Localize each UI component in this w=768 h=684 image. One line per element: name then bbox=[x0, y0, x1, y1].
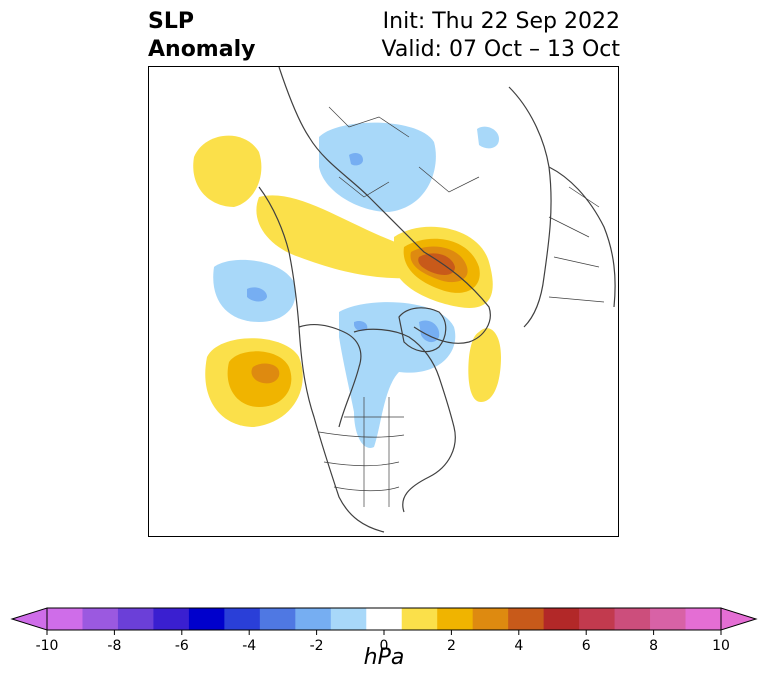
negative-anomaly-area bbox=[354, 320, 368, 332]
colorbar-tick-label: 6 bbox=[582, 638, 591, 654]
colorbar-segment bbox=[579, 608, 616, 630]
colorbar-segment bbox=[650, 608, 687, 630]
colorbar-tick-label: -4 bbox=[242, 638, 256, 654]
positive-anomaly-area bbox=[251, 363, 280, 384]
state-borders bbox=[344, 397, 404, 507]
colorbar-segment bbox=[259, 608, 296, 630]
coastline bbox=[548, 166, 616, 308]
greenland-coast bbox=[398, 307, 447, 353]
country-borders bbox=[328, 106, 480, 198]
colorbar-segment bbox=[153, 608, 190, 630]
colorbar-segment bbox=[82, 608, 119, 630]
map-title: SLP Anomaly bbox=[148, 8, 255, 64]
positive-anomaly-area bbox=[256, 195, 440, 279]
coastlines bbox=[258, 67, 616, 533]
state-borders bbox=[318, 431, 405, 492]
colorbar-segment bbox=[543, 608, 580, 630]
colorbar-tick-label: 10 bbox=[712, 638, 730, 654]
colorbar-extend-low bbox=[10, 607, 48, 631]
colorbar-extend-high bbox=[720, 607, 758, 631]
colorbar-segment bbox=[224, 608, 261, 630]
negative-anomaly-area bbox=[247, 287, 267, 302]
colorbar-segment bbox=[47, 608, 83, 630]
title-slp: SLP bbox=[148, 9, 194, 34]
positive-anomaly-area bbox=[418, 253, 455, 275]
colorbar-segment bbox=[401, 608, 438, 630]
colorbar-segment bbox=[188, 608, 225, 630]
negative-anomaly-area bbox=[319, 122, 436, 212]
coastline bbox=[258, 186, 385, 533]
anomaly-fills bbox=[193, 122, 501, 448]
colorbar-unit-label: hPa bbox=[363, 645, 405, 670]
colorbar-segment bbox=[366, 608, 403, 630]
colorbar-tick-label: -8 bbox=[107, 638, 121, 654]
slp-anomaly-map bbox=[148, 66, 619, 537]
date-info: Init: Thu 22 Sep 2022 Valid: 07 Oct – 13… bbox=[382, 8, 620, 64]
negative-anomaly-area bbox=[419, 320, 440, 343]
colorbar-segment bbox=[472, 608, 509, 630]
colorbar-segments bbox=[10, 607, 758, 631]
colorbar-segment bbox=[330, 608, 367, 630]
positive-anomaly-area bbox=[193, 135, 262, 207]
coastline bbox=[278, 67, 491, 344]
colorbar-ticks: -10 -8 -6 -4 -2 0 2 4 6 8 10 bbox=[36, 630, 730, 654]
colorbar-segment bbox=[437, 608, 474, 630]
title-anomaly: Anomaly bbox=[148, 37, 256, 62]
negative-anomaly-area bbox=[477, 126, 499, 149]
colorbar-tick-label: 0 bbox=[380, 638, 389, 654]
colorbar-tick-label: 4 bbox=[514, 638, 523, 654]
valid-range: Valid: 07 Oct – 13 Oct bbox=[381, 37, 620, 62]
positive-anomaly-area bbox=[468, 328, 501, 402]
colorbar-segment bbox=[117, 608, 154, 630]
colorbar-tick-label: -10 bbox=[36, 638, 59, 654]
colorbar-tick-label: 8 bbox=[649, 638, 658, 654]
colorbar-tick-label: 2 bbox=[447, 638, 456, 654]
colorbar-segment bbox=[508, 608, 545, 630]
map-svg bbox=[193, 67, 616, 533]
colorbar-segment bbox=[685, 608, 722, 630]
colorbar-tick-label: -6 bbox=[175, 638, 189, 654]
colorbar: -10 -8 -6 -4 -2 0 2 4 6 8 10 bbox=[10, 607, 758, 654]
coastline bbox=[298, 323, 362, 428]
coastline bbox=[508, 86, 552, 328]
colorbar-segment bbox=[295, 608, 332, 630]
coastline bbox=[353, 328, 456, 513]
colorbar-tick-label: -2 bbox=[310, 638, 324, 654]
colorbar-segment bbox=[614, 608, 651, 630]
negative-anomaly-area bbox=[349, 152, 363, 166]
country-borders bbox=[548, 186, 605, 303]
init-date: Init: Thu 22 Sep 2022 bbox=[382, 9, 620, 34]
